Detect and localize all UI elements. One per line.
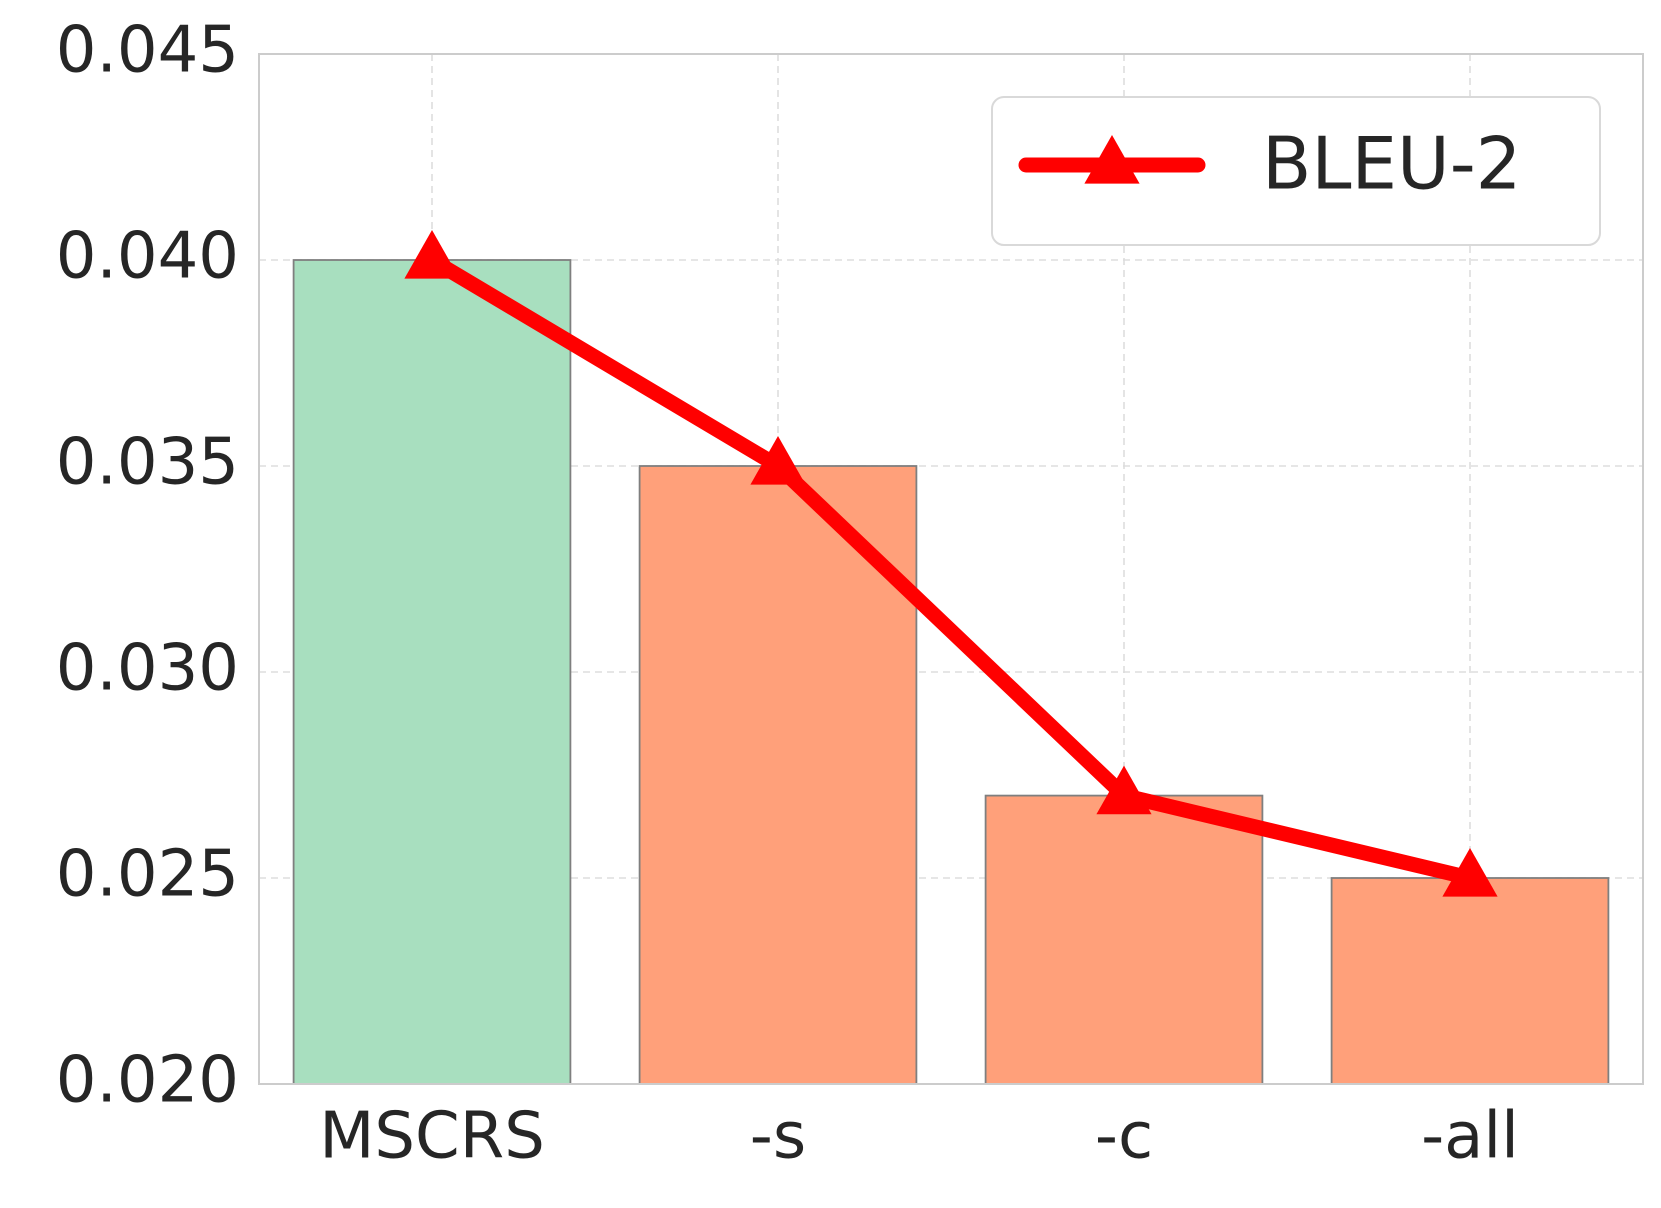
- x-tick-label: MSCRS: [319, 1100, 545, 1174]
- y-tick-label: 0.035: [56, 426, 239, 500]
- x-tick-label: -s: [750, 1100, 806, 1174]
- series-lines: [404, 230, 1498, 897]
- y-tick-label: 0.020: [56, 1044, 239, 1118]
- triangle-marker: [404, 230, 460, 279]
- y-tick-label: 0.045: [56, 14, 239, 88]
- triangle-marker: [1442, 848, 1498, 897]
- bar: [292, 259, 572, 1085]
- bars: [292, 259, 1610, 1085]
- plot-frame: [258, 53, 1644, 1085]
- legend: BLEU-2: [991, 96, 1601, 246]
- x-tick-label: -c: [1095, 1100, 1153, 1174]
- legend-triangle-icon: [1084, 135, 1140, 184]
- bar: [1330, 877, 1610, 1085]
- x-tick-label: -all: [1421, 1100, 1519, 1174]
- legend-label: BLEU-2: [1262, 122, 1522, 206]
- triangle-marker: [1096, 765, 1152, 815]
- series-line: [428, 253, 1472, 886]
- y-tick-label: 0.040: [56, 220, 239, 294]
- y-axis-ticks: 0.020 0.025 0.030 0.035 0.040 0.045: [56, 14, 239, 1118]
- triangle-marker: [750, 436, 806, 485]
- y-tick-label: 0.025: [56, 838, 239, 912]
- bar: [638, 465, 918, 1085]
- legend-box: [991, 96, 1601, 246]
- bar: [984, 794, 1264, 1085]
- x-axis-ticks: MSCRS -s -c -all: [319, 1100, 1519, 1174]
- y-tick-label: 0.030: [56, 632, 239, 706]
